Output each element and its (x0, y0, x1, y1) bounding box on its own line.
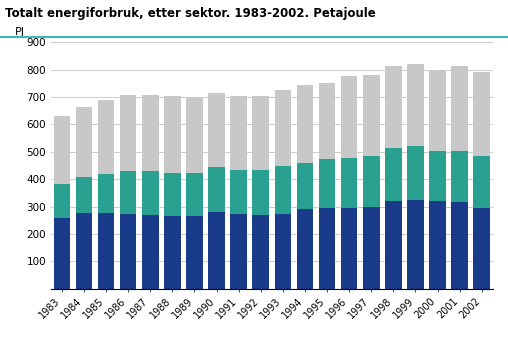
Bar (341, 76, 358, 158)
Bar (363, 75, 379, 156)
Bar (142, 171, 158, 215)
Bar (53, 184, 70, 218)
Bar (252, 170, 269, 215)
Bar (98, 213, 114, 289)
Bar (274, 90, 291, 166)
Bar (120, 171, 137, 214)
Bar (473, 71, 490, 156)
Bar (164, 172, 181, 216)
Bar (120, 214, 137, 289)
Bar (297, 163, 313, 209)
Bar (385, 201, 402, 289)
Bar (120, 95, 137, 171)
Bar (76, 213, 92, 289)
Bar (53, 218, 70, 289)
Text: Totalt energiforbruk, etter sektor. 1983-2002. Petajoule: Totalt energiforbruk, etter sektor. 1983… (5, 7, 376, 20)
Bar (297, 209, 313, 289)
Bar (76, 107, 92, 177)
Bar (230, 214, 247, 289)
Bar (407, 201, 424, 289)
Bar (451, 151, 468, 202)
Bar (363, 156, 379, 207)
Bar (98, 100, 114, 174)
Bar (319, 208, 335, 289)
Bar (473, 156, 490, 208)
Bar (407, 146, 424, 201)
Bar (186, 216, 203, 289)
Bar (142, 95, 158, 171)
Bar (319, 83, 335, 159)
Bar (407, 64, 424, 146)
Bar (341, 158, 358, 208)
Bar (186, 173, 203, 216)
Y-axis label: PJ: PJ (15, 27, 25, 37)
Bar (451, 202, 468, 289)
Bar (451, 66, 468, 151)
Bar (429, 70, 446, 151)
Bar (208, 167, 225, 212)
Bar (208, 93, 225, 167)
Bar (164, 216, 181, 289)
Bar (429, 201, 446, 289)
Bar (98, 174, 114, 213)
Bar (76, 177, 92, 213)
Bar (473, 208, 490, 289)
Bar (429, 151, 446, 201)
Bar (252, 96, 269, 170)
Bar (297, 85, 313, 163)
Bar (53, 116, 70, 184)
Bar (142, 215, 158, 289)
Bar (230, 96, 247, 170)
Bar (274, 214, 291, 289)
Bar (341, 208, 358, 289)
Bar (363, 207, 379, 289)
Bar (252, 215, 269, 289)
Bar (385, 66, 402, 149)
Bar (274, 166, 291, 214)
Bar (208, 212, 225, 289)
Bar (319, 159, 335, 208)
Bar (186, 97, 203, 173)
Bar (230, 170, 247, 214)
Bar (385, 149, 402, 201)
Bar (164, 96, 181, 172)
